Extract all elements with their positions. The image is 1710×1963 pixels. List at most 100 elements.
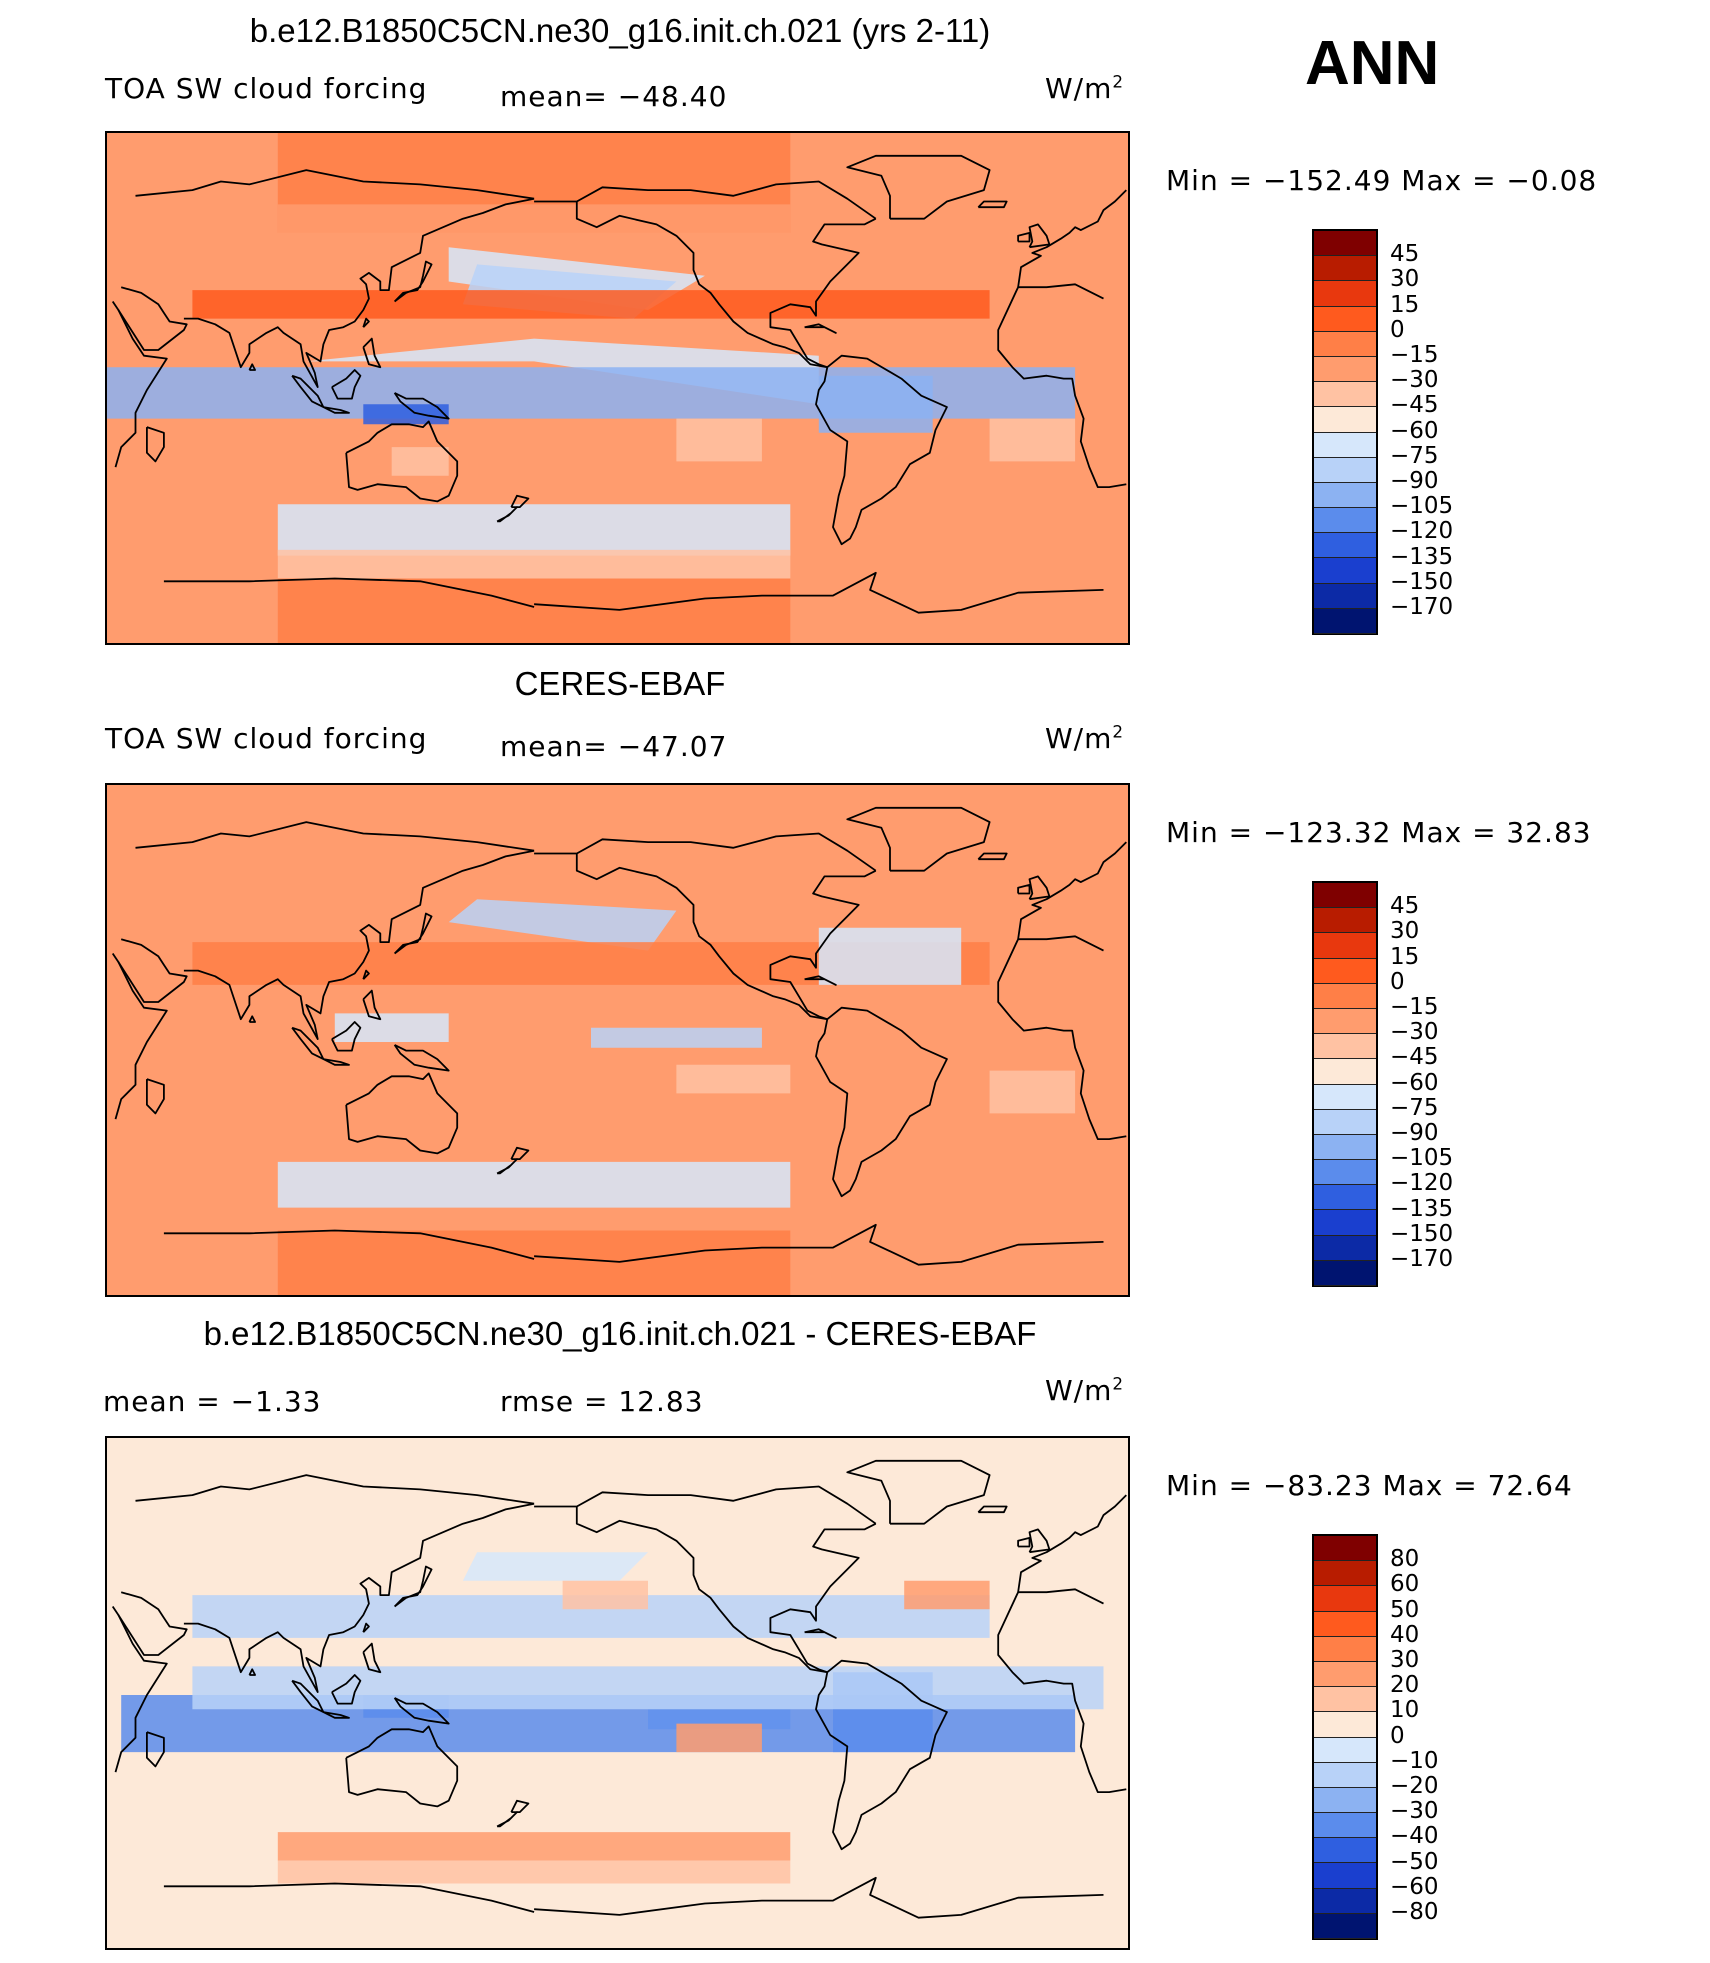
coastline bbox=[977, 200, 1008, 209]
colorbar-swatch bbox=[1314, 256, 1376, 282]
colorbar-tick-label: −90 bbox=[1390, 1120, 1439, 1146]
coastline bbox=[248, 1668, 256, 1676]
coastline bbox=[393, 1044, 450, 1072]
map-field-region bbox=[676, 418, 762, 462]
map-field-region bbox=[676, 1723, 762, 1753]
colorbar-swatch bbox=[1314, 1260, 1376, 1286]
colorbar-swatch bbox=[1314, 1561, 1376, 1587]
panel3-map-canvas bbox=[107, 1438, 1128, 1948]
map-field-region bbox=[591, 1027, 762, 1048]
panel2-map bbox=[105, 783, 1130, 1297]
coastline bbox=[1028, 223, 1051, 249]
coastline bbox=[815, 1659, 948, 1851]
map-field-region bbox=[306, 338, 819, 405]
coastline bbox=[291, 1679, 325, 1713]
coastline bbox=[331, 1021, 362, 1052]
colorbar-swatch bbox=[1314, 1787, 1376, 1814]
panel3-minmax: Min = −83.23 Max = 72.64 bbox=[1166, 1469, 1573, 1502]
colorbar-swatch bbox=[1314, 331, 1376, 357]
panel1-units: W/m2 bbox=[1045, 71, 1125, 105]
panel3-mean-label: mean = −1.33 bbox=[103, 1385, 322, 1418]
coastline bbox=[1017, 1537, 1031, 1548]
coastline bbox=[804, 323, 837, 334]
coastline bbox=[322, 1711, 350, 1719]
coastline bbox=[135, 1474, 1127, 1593]
colorbar-tick-label: −50 bbox=[1390, 1848, 1439, 1875]
coastline bbox=[1028, 875, 1051, 901]
coastline bbox=[496, 1158, 518, 1175]
colorbar-tick-label: 60 bbox=[1390, 1571, 1420, 1598]
colorbar-swatch bbox=[1314, 1008, 1376, 1035]
colorbar-tick-label: 45 bbox=[1390, 893, 1420, 920]
coastline bbox=[393, 1697, 450, 1725]
colorbar-swatch bbox=[1314, 1235, 1376, 1261]
coastline bbox=[393, 1565, 433, 1608]
panel1-map bbox=[105, 131, 1130, 645]
colorbar-swatch bbox=[1314, 1210, 1376, 1236]
panel2-units: W/m2 bbox=[1045, 721, 1125, 755]
colorbar-swatch bbox=[1314, 1737, 1376, 1763]
coastline bbox=[331, 1674, 362, 1705]
coastline bbox=[345, 1072, 459, 1155]
colorbar-tick-label: 30 bbox=[1390, 1647, 1420, 1673]
colorbar-tick-label: 0 bbox=[1390, 968, 1405, 995]
coastline bbox=[362, 1642, 382, 1674]
colorbar-swatch bbox=[1314, 1863, 1376, 1889]
map-field-region bbox=[277, 1161, 791, 1208]
colorbar-swatch bbox=[1314, 558, 1376, 584]
map-field-region bbox=[107, 367, 1076, 419]
coastline bbox=[146, 1731, 165, 1768]
coastline bbox=[534, 832, 877, 872]
colorbar-tick-label: −45 bbox=[1390, 1044, 1439, 1071]
colorbar-tick-label: −60 bbox=[1390, 417, 1439, 444]
coastline bbox=[111, 283, 1127, 488]
colorbar-swatch bbox=[1314, 407, 1376, 433]
colorbar-tick-label: 30 bbox=[1390, 918, 1420, 945]
map-field-region bbox=[989, 418, 1076, 462]
colorbar-swatch bbox=[1314, 583, 1376, 609]
colorbar-swatch bbox=[1314, 1661, 1376, 1688]
colorbar-swatch bbox=[1314, 457, 1376, 483]
colorbar-tick-label: −150 bbox=[1390, 568, 1454, 595]
map-field-region bbox=[277, 578, 791, 643]
coastline bbox=[146, 1078, 165, 1115]
coastline bbox=[804, 975, 837, 986]
colorbar-tick-label: −80 bbox=[1390, 1899, 1439, 1925]
map-field-region bbox=[277, 1832, 791, 1861]
colorbar-tick-label: −45 bbox=[1390, 392, 1439, 419]
coastline bbox=[146, 426, 165, 463]
coastline bbox=[534, 180, 877, 220]
coastline bbox=[362, 337, 382, 369]
colorbar-swatch bbox=[1314, 908, 1376, 934]
coastline bbox=[248, 1015, 256, 1023]
coastline bbox=[291, 1026, 325, 1060]
colorbar-tick-label: 0 bbox=[1390, 316, 1405, 343]
coastline bbox=[163, 571, 1104, 614]
colorbar-swatch bbox=[1314, 958, 1376, 984]
panel1-variable-label: TOA SW cloud forcing bbox=[105, 72, 428, 105]
colorbar-swatch bbox=[1314, 1059, 1376, 1085]
colorbar-swatch bbox=[1314, 1712, 1376, 1738]
coastline bbox=[183, 197, 535, 388]
colorbar-swatch bbox=[1314, 1586, 1376, 1612]
colorbar-tick-label: 0 bbox=[1390, 1722, 1405, 1749]
colorbar-swatch bbox=[1314, 482, 1376, 509]
colorbar-swatch bbox=[1314, 356, 1376, 383]
colorbar-tick-label: −120 bbox=[1390, 1170, 1454, 1197]
colorbar-tick-label: −150 bbox=[1390, 1220, 1454, 1247]
colorbar-tick-label: −75 bbox=[1390, 442, 1439, 469]
colorbar-tick-label: −120 bbox=[1390, 518, 1454, 545]
panel2-title: CERES-EBAF bbox=[514, 665, 726, 702]
colorbar-swatch bbox=[1314, 432, 1376, 458]
coastline bbox=[111, 1588, 1127, 1793]
coastline bbox=[1017, 884, 1031, 895]
colorbar-swatch bbox=[1314, 533, 1376, 559]
coastline bbox=[345, 1725, 459, 1808]
colorbar-tick-label: −105 bbox=[1390, 1145, 1454, 1172]
colorbar-swatch bbox=[1314, 508, 1376, 534]
colorbar-swatch bbox=[1314, 1536, 1376, 1562]
coastline bbox=[322, 406, 350, 414]
panel1-colorbar bbox=[1312, 229, 1378, 635]
coastline bbox=[111, 935, 1127, 1140]
coastline bbox=[815, 354, 948, 546]
